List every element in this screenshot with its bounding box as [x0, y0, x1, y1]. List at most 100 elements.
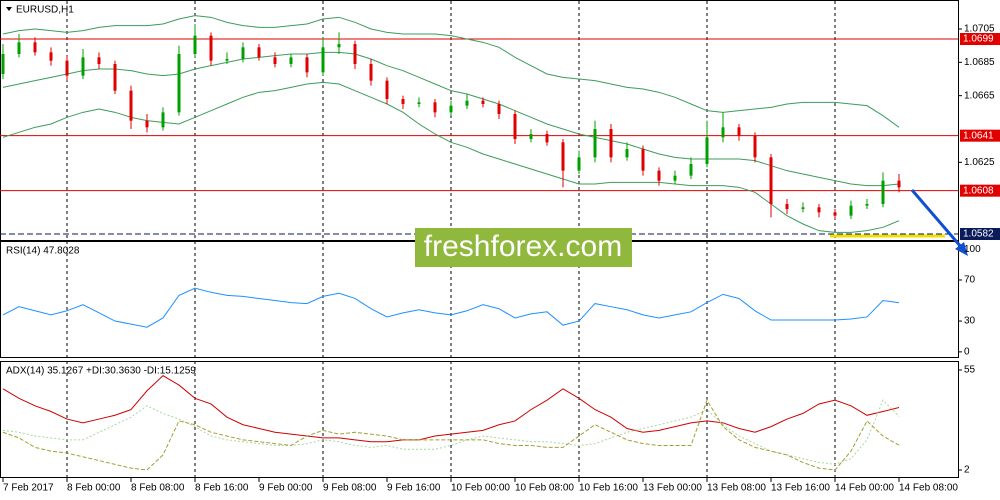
candle-body: [81, 57, 85, 76]
candle-body: [689, 164, 693, 176]
x-tick-label: 9 Feb 08:00: [323, 483, 377, 494]
candle-body: [401, 99, 405, 104]
candle-body: [433, 102, 437, 113]
x-tick-label: 8 Feb 16:00: [195, 483, 249, 494]
candle-body: [865, 204, 869, 206]
candle-body: [161, 112, 165, 128]
x-tick-label: 10 Feb 00:00: [451, 483, 510, 494]
candle-body: [625, 149, 629, 158]
arrow-head: [955, 242, 968, 256]
candle-body: [609, 129, 613, 158]
candle-body: [145, 120, 149, 128]
watermark-box: [415, 228, 632, 267]
y-tick-label: 2: [964, 465, 970, 476]
y-tick-label: 1.0625: [964, 157, 995, 168]
candle-body: [833, 212, 837, 216]
indicator-line: [2, 15, 900, 128]
candle-body: [97, 57, 101, 64]
candle-body: [305, 57, 309, 73]
dashed-level-label: 1.0582: [963, 229, 994, 240]
watermark: freshforex.com: [424, 230, 622, 263]
candle-body: [881, 180, 885, 204]
x-tick-label: 10 Feb 16:00: [579, 483, 638, 494]
y-tick-label: 30: [964, 316, 976, 327]
x-tick-label: 14 Feb 08:00: [899, 483, 958, 494]
x-tick-label: 13 Feb 16:00: [771, 483, 830, 494]
x-tick-label: 8 Feb 08:00: [131, 483, 185, 494]
candle-body: [721, 127, 725, 138]
candle-body: [465, 100, 469, 106]
candle-body: [561, 142, 565, 171]
level-label: 1.0641: [963, 130, 994, 141]
candle-body: [177, 54, 181, 113]
y-tick-label: 100: [964, 244, 981, 255]
candle-body: [257, 47, 261, 58]
candle-body: [449, 105, 453, 113]
panel-frame: [0, 361, 959, 478]
indicator-line: [2, 81, 900, 233]
x-tick-label: 8 Feb 00:00: [67, 483, 121, 494]
candle-body: [529, 134, 533, 139]
y-tick-label: 1.0665: [964, 90, 995, 101]
x-tick-label: 7 Feb 2017: [3, 483, 54, 494]
candle-body: [33, 42, 37, 53]
y-tick-label: 55: [964, 365, 976, 376]
y-tick-label: 70: [964, 275, 976, 286]
candle-body: [241, 47, 245, 59]
candle-body: [849, 205, 853, 216]
x-tick-label: 14 Feb 00:00: [835, 483, 894, 494]
candle-body: [817, 207, 821, 213]
indicator-line: [2, 399, 900, 471]
overlay-layer: freshforex.com 7 Feb 2017 8 Feb 00:00 8 Fe…: [3, 5, 1000, 494]
candle-body: [369, 64, 373, 81]
candle-body: [753, 135, 757, 158]
candle-body: [641, 149, 645, 171]
candle-body: [273, 57, 277, 64]
symbol-marker: [6, 7, 12, 11]
candle-body: [897, 180, 901, 188]
indicator-title: ADX(14) 35.1267 +DI:30.3630 -DI:15.1259: [6, 366, 196, 377]
x-tick-label: 13 Feb 00:00: [643, 483, 702, 494]
candle-body: [209, 35, 213, 61]
candle-body: [1, 54, 5, 74]
y-tick-label: 1.0705: [964, 24, 995, 35]
indicator-line: [2, 399, 900, 465]
candle-body: [337, 44, 341, 48]
plot-layer: [1, 15, 901, 471]
x-tick-label: 9 Feb 16:00: [387, 483, 441, 494]
candle-body: [673, 175, 677, 181]
candle-body: [225, 59, 229, 61]
candle-body: [353, 44, 357, 64]
candle-body: [481, 100, 485, 104]
indicator-title: RSI(14) 47.8028: [6, 246, 80, 257]
candle-body: [513, 114, 517, 139]
x-tick-label: 9 Feb 00:00: [259, 483, 313, 494]
chart-title: EURUSD,H1: [16, 5, 74, 16]
candle-body: [769, 157, 773, 204]
candle-body: [737, 127, 741, 136]
level-label: 1.0608: [963, 185, 994, 196]
x-tick-label: 13 Feb 08:00: [707, 483, 766, 494]
indicator-line: [2, 51, 900, 187]
candle-body: [801, 207, 805, 209]
level-box: [960, 184, 1000, 197]
level-label: 1.0699: [963, 34, 994, 45]
candle-body: [129, 90, 133, 121]
candle-body: [49, 52, 53, 61]
candle-body: [289, 57, 293, 64]
candle-body: [417, 102, 421, 104]
candle-body: [17, 42, 21, 54]
candle-body: [193, 35, 197, 54]
candle-body: [785, 204, 789, 209]
candle-body: [577, 157, 581, 171]
candle-body: [385, 80, 389, 99]
forecast-arrow: [910, 189, 964, 249]
y-tick-label: 1.0685: [964, 57, 995, 68]
level-box: [960, 33, 1000, 45]
candle-body: [705, 137, 709, 164]
candle-body: [545, 134, 549, 143]
x-tick-label: 10 Feb 08:00: [515, 483, 574, 494]
y-tick-label: 0: [964, 347, 970, 358]
candle-body: [593, 129, 597, 158]
